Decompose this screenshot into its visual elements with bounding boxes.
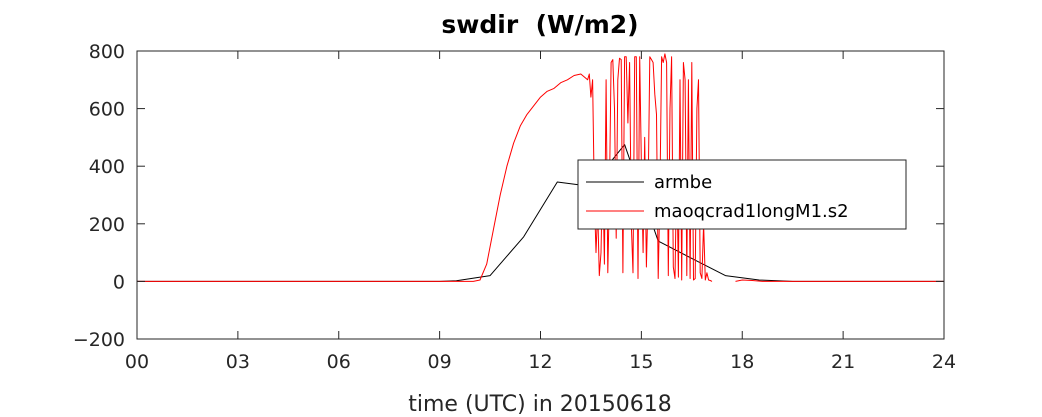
- x-tick-label: 18: [730, 351, 754, 373]
- x-tick-label: 00: [125, 351, 149, 373]
- y-tick-label: 200: [89, 214, 125, 236]
- series-line-maoqcrad: [137, 53, 944, 282]
- y-tick-label: 600: [89, 99, 125, 121]
- y-tick-label: 400: [89, 156, 125, 178]
- x-tick-label: 24: [932, 351, 956, 373]
- series-layer: [137, 53, 944, 282]
- ticks-layer: 00 03 06 09 12 15 18 21 24 −200 0 200 400 600 800: [73, 41, 956, 373]
- y-tick-label: 0: [113, 271, 125, 293]
- chart-title: swdir (W/m2): [441, 10, 638, 39]
- x-tick-label: 12: [528, 351, 552, 373]
- y-tick-label: 800: [89, 41, 125, 63]
- x-tick-label: 15: [629, 351, 653, 373]
- legend-label-armbe: armbe: [654, 172, 712, 193]
- legend: armbe maoqcrad1longM1.s2: [577, 159, 907, 230]
- x-tick-label: 03: [226, 351, 250, 373]
- x-axis-label: time (UTC) in 20150618: [408, 392, 672, 417]
- legend-label-maoqcrad: maoqcrad1longM1.s2: [654, 201, 849, 222]
- y-tick-label: −200: [73, 329, 125, 351]
- x-tick-label: 09: [428, 351, 452, 373]
- x-tick-label: 21: [831, 351, 855, 373]
- legend-box: [577, 159, 907, 230]
- x-tick-label: 06: [327, 351, 351, 373]
